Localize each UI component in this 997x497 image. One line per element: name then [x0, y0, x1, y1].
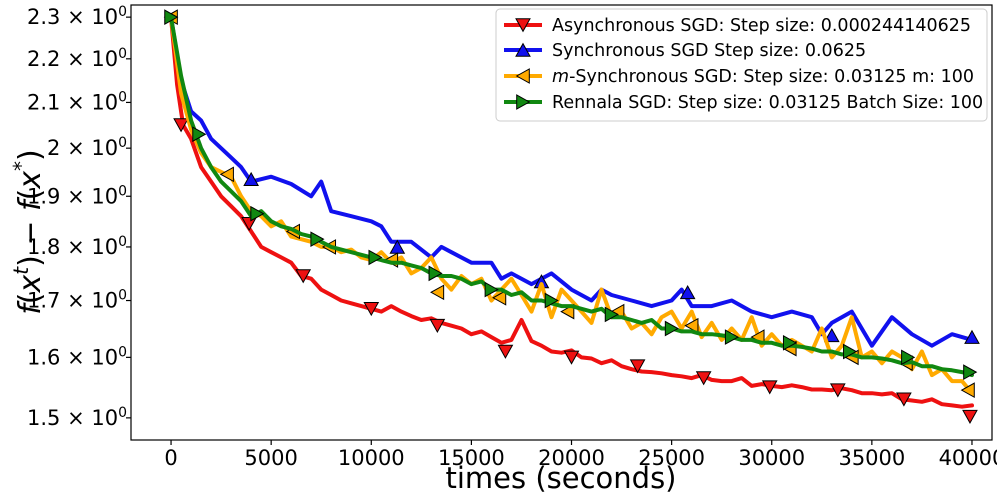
y-axis-title: f(xt) − f(x*) [9, 149, 48, 315]
data-point-marker [960, 382, 975, 399]
data-point-marker [664, 320, 679, 337]
legend: Asynchronous SGD: Step size: 0.000244140… [495, 8, 988, 122]
legend-entry: Rennala SGD: Step size: 0.03125 Batch Si… [504, 93, 983, 113]
y-tick-label: 1.5 × 100 [27, 405, 127, 430]
data-point-marker [724, 329, 740, 345]
data-point-marker [679, 284, 696, 300]
data-point-marker [173, 118, 189, 133]
x-axis-title: times (seconds) [445, 461, 676, 495]
legend-marker [516, 94, 531, 110]
data-point-marker [428, 265, 443, 282]
x-tick-label: 30000 [738, 446, 805, 470]
plot-area: 0 5000 10000 15000 20000 25000 30000 35000 40000… [27, 4, 997, 470]
y-tick-label: 1.9 × 100 [27, 183, 127, 208]
x-tick-label: 35000 [838, 446, 905, 470]
data-point-marker [544, 292, 559, 309]
data-point-marker [368, 249, 383, 266]
series-line [169, 15, 974, 396]
data-point-marker [429, 318, 446, 334]
legend-entry: m-Synchronous SGD: Step size: 0.03125 m:… [504, 67, 974, 87]
y-tick-label: 1.8 × 100 [27, 234, 127, 259]
x-axis: 0 5000 10000 15000 20000 25000 30000 35000 40000 [164, 440, 997, 470]
x-tick-label: 5000 [244, 446, 297, 470]
data-point-marker [843, 343, 858, 360]
series-1 [169, 15, 978, 424]
series-2 [169, 15, 980, 348]
plot-frame [130, 4, 993, 441]
y-tick-label: 1.7 × 100 [27, 288, 127, 313]
x-tick-label: 25000 [638, 446, 705, 470]
series-line [169, 15, 974, 348]
legend-marker [515, 68, 530, 84]
data-point-marker [684, 317, 699, 334]
legend-entry: Synchronous SGD Step size: 0.0625 [504, 41, 866, 61]
data-point-marker [243, 171, 259, 186]
data-point-marker [782, 334, 798, 351]
data-point-marker [430, 284, 445, 301]
data-point-marker [829, 383, 846, 398]
data-point-marker [560, 303, 575, 320]
y-tick-label: 2.1 × 100 [27, 89, 127, 114]
data-point-marker [823, 328, 840, 343]
x-tick-label: 10000 [338, 446, 405, 470]
legend-label: Rennala SGD: Step size: 0.03125 Batch Si… [552, 93, 983, 113]
data-point-marker [901, 349, 916, 366]
data-point-marker [250, 205, 265, 222]
data-point-marker [164, 9, 179, 25]
series-line [169, 15, 974, 378]
data-point-marker [761, 380, 778, 395]
legend-marker [515, 42, 531, 57]
data-point-marker [962, 409, 978, 424]
data-point-marker [964, 329, 980, 344]
legend-marker [515, 18, 531, 33]
data-point-marker [363, 302, 380, 317]
data-point-marker [604, 306, 619, 323]
data-point-marker [192, 126, 207, 143]
legend-label: Asynchronous SGD: Step size: 0.000244140… [552, 16, 971, 36]
x-tick-label: 15000 [438, 446, 505, 470]
y-axis: 2.3 × 100 2.2 × 100 2.1 × 100 2 × 100 1.9 × … [27, 4, 131, 430]
data-point-marker [492, 289, 507, 306]
legend-entry: Asynchronous SGD: Step size: 0.000244140… [504, 16, 971, 36]
data-point-marker [484, 281, 499, 298]
data-point-marker [241, 216, 257, 232]
data-point-marker [896, 392, 912, 407]
legend-label: Synchronous SGD Step size: 0.0625 [552, 41, 866, 61]
data-point-marker [963, 364, 978, 380]
data-point-marker [629, 359, 646, 374]
data-point-marker [563, 350, 580, 365]
series-layer [163, 9, 980, 424]
data-point-marker [695, 371, 712, 386]
series-4 [164, 9, 978, 380]
data-point-marker [219, 166, 234, 183]
legend-frame [495, 8, 988, 122]
data-point-marker [295, 269, 312, 284]
y-tick-label: 2.2 × 100 [27, 46, 127, 71]
legend-label: m-Synchronous SGD: Step size: 0.03125 m:… [552, 67, 974, 87]
y-tick-label: 1.6 × 100 [27, 344, 127, 369]
x-tick-label: 0 [164, 446, 177, 470]
data-point-marker [497, 344, 514, 359]
x-tick-label: 20000 [538, 446, 605, 470]
y-tick-label: 2 × 100 [47, 135, 127, 160]
data-point-marker [310, 231, 325, 248]
y-tick-label: 2.3 × 100 [27, 4, 127, 29]
x-tick-label: 40000 [939, 446, 997, 470]
